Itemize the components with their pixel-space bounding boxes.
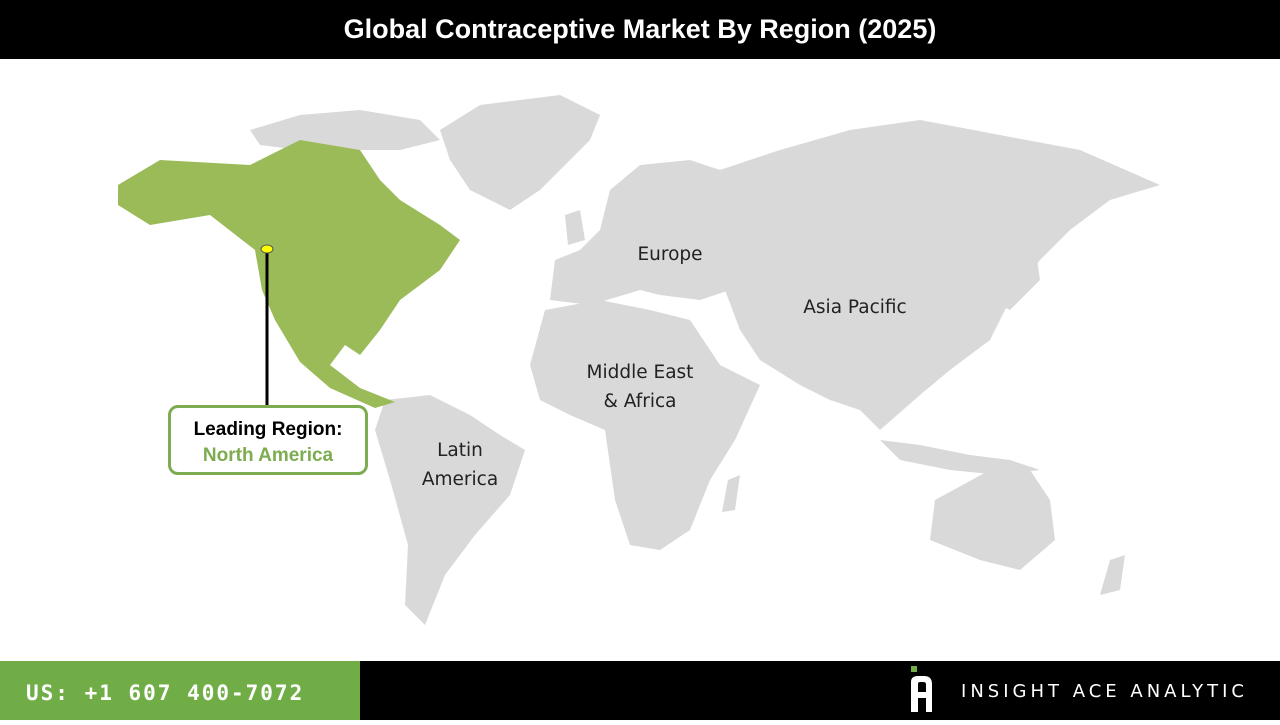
greenland bbox=[440, 95, 600, 210]
japan bbox=[1000, 245, 1040, 310]
world-map bbox=[118, 95, 1160, 625]
brand-name: INSIGHT ACE ANALYTIC bbox=[961, 681, 1248, 702]
arctic-islands bbox=[250, 110, 440, 150]
region-label-asia-pacific: Asia Pacific bbox=[803, 297, 907, 318]
latin-america-region bbox=[375, 395, 525, 625]
footer-phone: US: +1 607 400-7072 bbox=[0, 661, 360, 720]
footer-brand-bar: INSIGHT ACE ANALYTIC bbox=[360, 661, 1280, 720]
indonesia bbox=[880, 440, 1040, 475]
location-marker bbox=[260, 244, 274, 254]
insight-ace-logo-icon bbox=[911, 666, 932, 712]
leading-region-callout: Leading Region: North America bbox=[168, 405, 368, 475]
australia bbox=[930, 470, 1055, 570]
callout-heading: Leading Region: bbox=[193, 419, 343, 440]
page-title: Global Contraceptive Market By Region (2… bbox=[0, 0, 1280, 59]
latam-line1: Latin bbox=[437, 440, 483, 461]
europe-region bbox=[550, 160, 730, 305]
region-label-middle-east-africa: Middle East & Africa bbox=[570, 358, 710, 416]
mea-line2: & Africa bbox=[603, 391, 677, 412]
asia-region bbox=[720, 120, 1160, 430]
region-label-europe: Europe bbox=[637, 244, 703, 265]
uk bbox=[565, 210, 585, 245]
new-zealand bbox=[1100, 555, 1125, 595]
region-label-latin-america: Latin America bbox=[400, 436, 520, 494]
callout-region: North America bbox=[202, 445, 334, 466]
latam-line2: America bbox=[421, 469, 499, 490]
north-america-region bbox=[118, 140, 460, 408]
madagascar bbox=[722, 475, 740, 512]
africa-region bbox=[530, 300, 760, 550]
mea-line1: Middle East bbox=[586, 362, 694, 383]
